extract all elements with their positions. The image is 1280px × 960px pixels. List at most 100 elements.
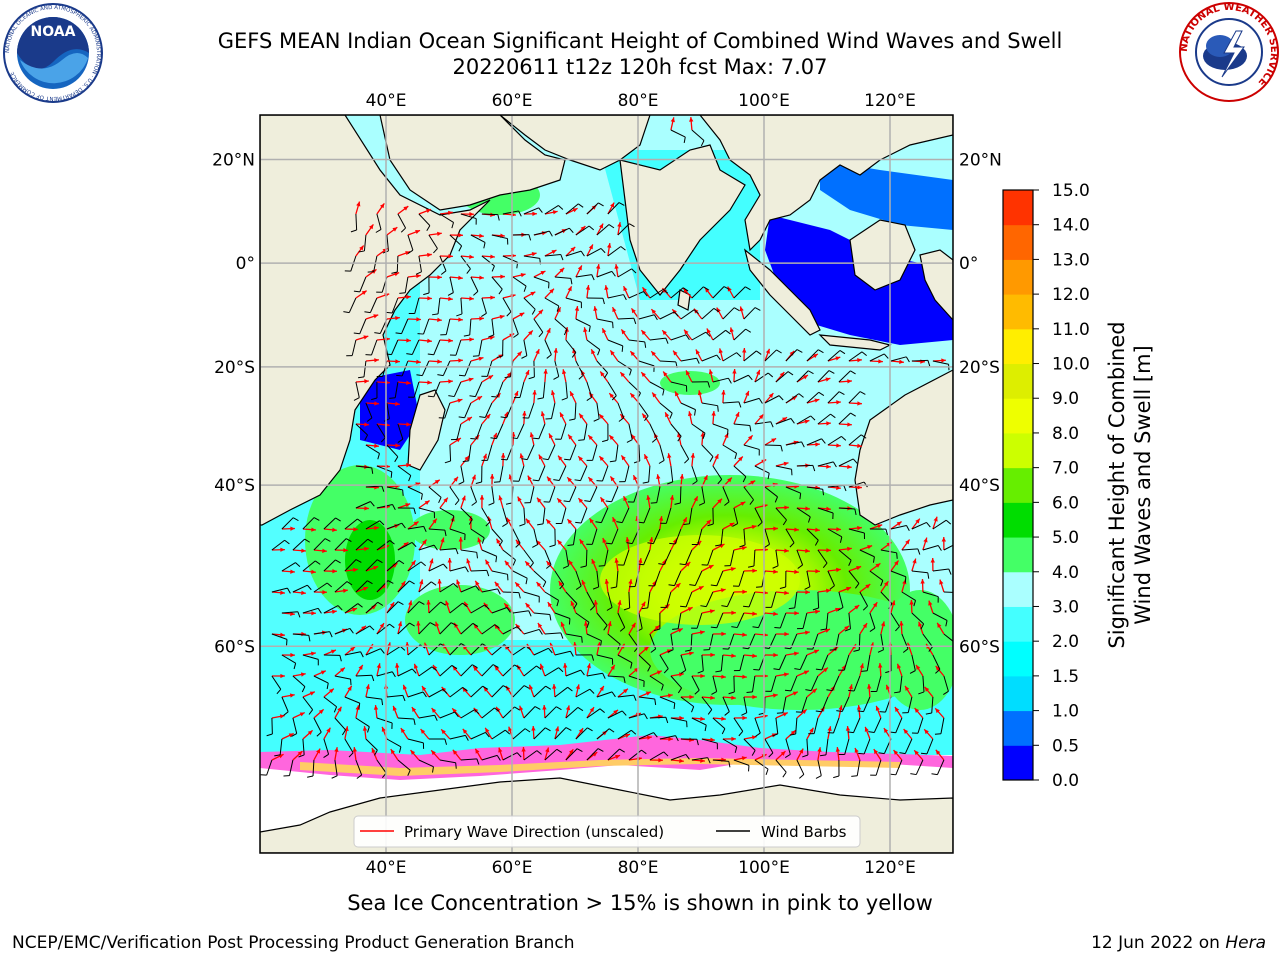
wind-barb-flag bbox=[672, 628, 679, 630]
wind-barb bbox=[491, 570, 508, 575]
wind-barb bbox=[586, 633, 602, 642]
noaa-logo-text: NOAA bbox=[31, 24, 76, 40]
wind-barb-flag bbox=[587, 727, 593, 732]
footer-credit: NCEP/EMC/Verification Post Processing Pr… bbox=[12, 933, 575, 953]
wind-barb bbox=[386, 234, 389, 251]
wind-barb bbox=[491, 607, 508, 614]
wind-barb bbox=[813, 717, 819, 734]
wind-barb bbox=[580, 507, 588, 524]
wind-barb bbox=[565, 633, 582, 638]
wind-barb bbox=[638, 314, 655, 320]
wind-barb-flag bbox=[662, 389, 665, 396]
wind-barb bbox=[442, 360, 451, 376]
wind-barb-flag bbox=[663, 751, 669, 757]
wind-barb bbox=[701, 308, 715, 320]
wind-barb-flag bbox=[380, 648, 385, 654]
wind-barb bbox=[827, 528, 843, 538]
wind-barb-flag bbox=[426, 225, 431, 232]
wind-barb bbox=[649, 288, 664, 299]
wind-barb bbox=[302, 738, 305, 755]
wind-barb-flag bbox=[549, 544, 556, 548]
wind-barb bbox=[690, 633, 693, 651]
wave-arrowhead bbox=[567, 477, 572, 483]
colorbar-tick-label-6: 4.0 bbox=[1052, 563, 1079, 583]
wind-barb bbox=[616, 570, 619, 587]
wind-barb bbox=[817, 370, 830, 383]
wave-arrowhead bbox=[633, 475, 638, 481]
wave-arrowhead bbox=[688, 411, 693, 417]
wind-barb bbox=[806, 570, 811, 587]
wind-barb bbox=[841, 696, 850, 712]
wind-barb bbox=[453, 381, 462, 397]
wave-arrowhead bbox=[675, 391, 680, 397]
wind-barb-flag bbox=[470, 437, 477, 440]
wind-barb bbox=[674, 570, 682, 586]
wind-barb-flag bbox=[623, 676, 626, 683]
wind-barb-flag bbox=[770, 421, 774, 428]
wind-barb-flag bbox=[371, 675, 375, 682]
wave-arrowhead bbox=[814, 398, 820, 403]
wind-barb-flag bbox=[742, 647, 749, 650]
wind-barb bbox=[344, 738, 354, 753]
wind-barb bbox=[801, 696, 808, 713]
wind-barb-flag bbox=[721, 728, 726, 735]
wave-arrowhead bbox=[429, 558, 434, 564]
wind-barb bbox=[722, 444, 737, 454]
wind-barb bbox=[449, 486, 460, 501]
wind-barb bbox=[348, 297, 357, 313]
wind-barb-flag bbox=[528, 376, 535, 380]
colorbar-tick-label-14: 12.0 bbox=[1052, 285, 1090, 305]
wave-arrowhead bbox=[589, 707, 595, 713]
wave-arrowhead bbox=[935, 708, 940, 714]
wind-barb bbox=[738, 570, 745, 587]
wind-barb bbox=[665, 507, 672, 524]
wave-arrowhead bbox=[519, 705, 524, 711]
wind-barb-flag bbox=[497, 214, 500, 221]
wind-barb bbox=[853, 717, 861, 733]
wind-barb bbox=[460, 465, 465, 482]
wave-arrowhead bbox=[665, 412, 670, 418]
wind-barb bbox=[821, 696, 829, 712]
wave-arrowhead bbox=[630, 393, 635, 399]
map-legend: Primary Wave Direction (unscaled) Wind B… bbox=[353, 815, 861, 848]
wave-arrowhead bbox=[554, 726, 560, 732]
wave-arrowhead bbox=[478, 356, 484, 361]
wave-arrowhead bbox=[599, 456, 604, 461]
wind-barb bbox=[523, 750, 538, 761]
colorbar-segment-16 bbox=[1003, 190, 1033, 226]
wind-barb-flag bbox=[746, 691, 753, 694]
wave-arrowhead bbox=[406, 422, 411, 427]
wave-arrowhead bbox=[466, 558, 471, 564]
wind-barb bbox=[733, 423, 750, 426]
wind-barb bbox=[355, 501, 371, 509]
wind-barb bbox=[554, 360, 560, 377]
wind-barb bbox=[628, 675, 645, 682]
wave-arrowhead bbox=[710, 652, 715, 658]
lat-tick-label-right-1: 0° bbox=[959, 254, 978, 274]
wave-arrowhead bbox=[359, 245, 364, 251]
wave-arrowhead bbox=[905, 539, 910, 545]
wind-barb bbox=[712, 377, 729, 383]
wind-barb bbox=[355, 759, 363, 776]
wave-arrowhead bbox=[374, 358, 379, 363]
wave-arrowhead bbox=[877, 524, 883, 529]
wind-barb bbox=[302, 517, 315, 530]
wave-arrowhead bbox=[784, 631, 789, 637]
wind-barb-flag bbox=[371, 467, 374, 474]
wave-arrowhead bbox=[667, 453, 672, 459]
wind-barb bbox=[312, 759, 315, 777]
wave-arrowhead bbox=[520, 272, 526, 278]
wave-arrowhead bbox=[617, 222, 622, 227]
wind-barb-flag bbox=[862, 605, 868, 611]
wave-arrowhead bbox=[690, 453, 695, 458]
wind-barb bbox=[565, 707, 579, 719]
wind-barb bbox=[586, 672, 603, 677]
wind-barb-flag bbox=[623, 607, 630, 611]
wind-barb bbox=[691, 757, 708, 761]
lon-tick-label-top-1: 60°E bbox=[492, 91, 533, 111]
wind-barb-flag bbox=[694, 409, 696, 416]
wind-barb bbox=[397, 717, 414, 720]
wind-barb bbox=[890, 570, 907, 578]
wave-arrowhead bbox=[403, 206, 409, 211]
wind-barb-flag bbox=[407, 249, 414, 254]
